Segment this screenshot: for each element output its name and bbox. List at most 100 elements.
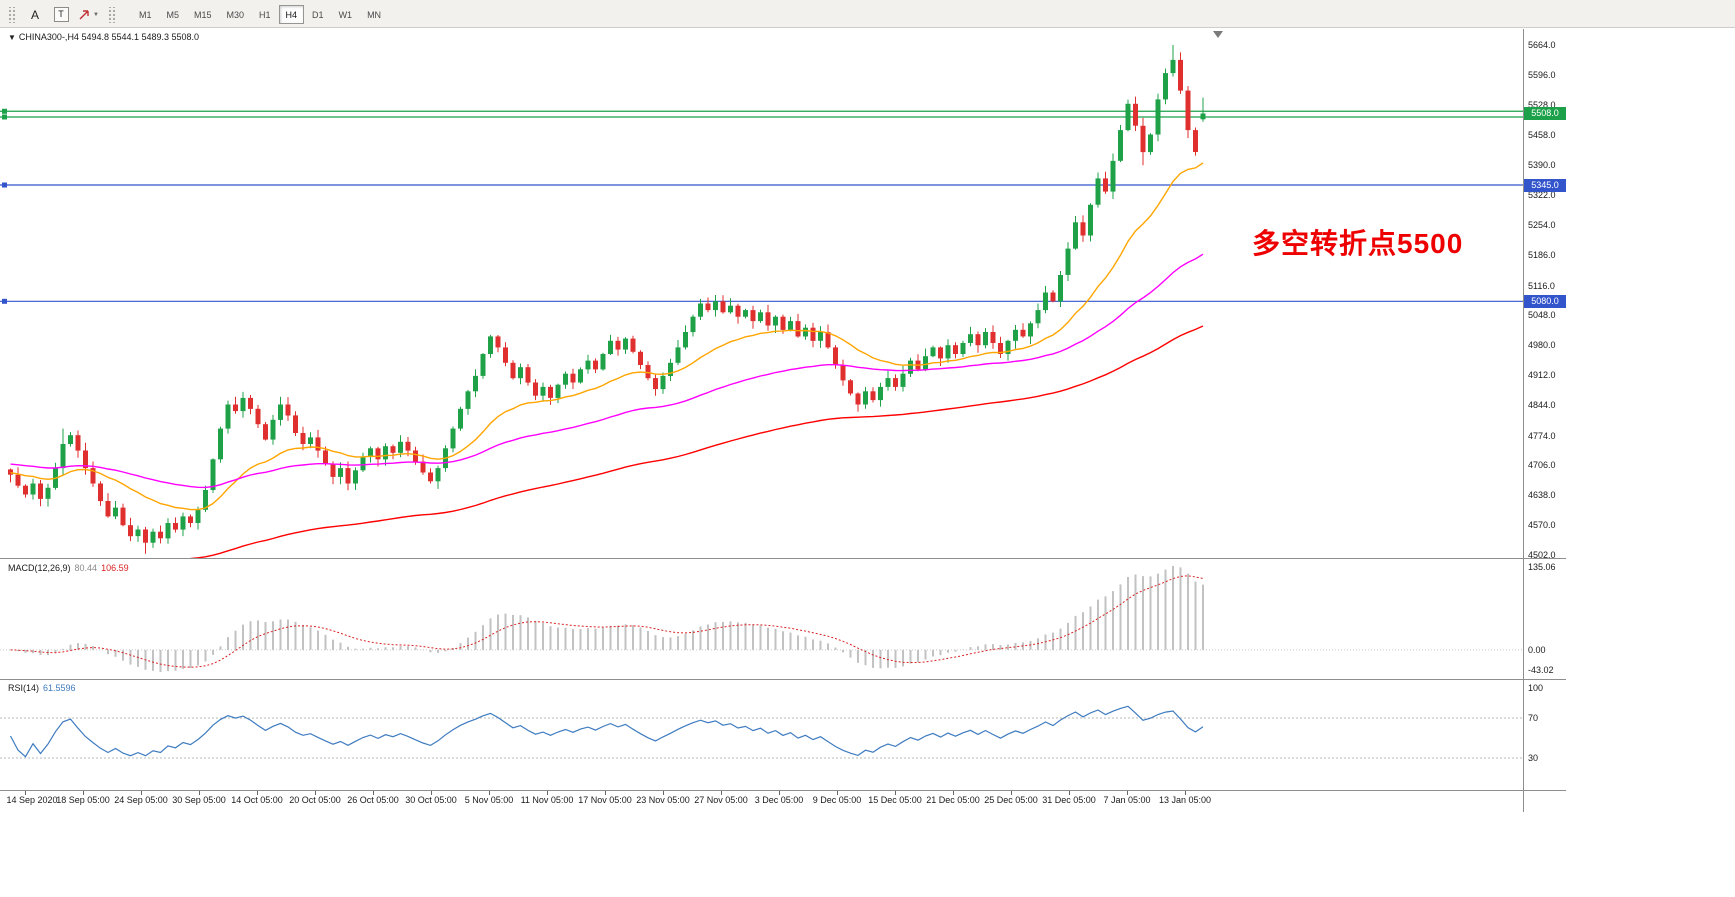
- time-axis-tick: [315, 791, 316, 795]
- chart-title: ▼ CHINA300-,H4 5494.8 5544.1 5489.3 5508.…: [8, 32, 199, 42]
- price-badge: 5508.0: [1524, 106, 1566, 120]
- price-axis-label: 5528.0: [1528, 99, 1556, 110]
- macd-canvas[interactable]: [0, 560, 1523, 678]
- price-badge: 5345.0: [1524, 178, 1566, 192]
- rsi-value: 61.5596: [43, 683, 76, 693]
- arrow-tool-icon: [79, 9, 89, 19]
- time-axis-label: 13 Jan 05:00: [1158, 795, 1212, 805]
- rsi-axis-label: 30: [1528, 753, 1539, 763]
- time-axis-line: [0, 790, 1566, 791]
- price-axis-label: 5322.0: [1528, 190, 1556, 201]
- text-tool-button[interactable]: A: [24, 5, 46, 25]
- chart-title-text: CHINA300-,H4 5494.8 5544.1 5489.3 5508.0: [18, 32, 200, 42]
- time-axis-tick: [199, 791, 200, 795]
- time-axis-label: 14 Sep 2020: [6, 795, 58, 805]
- macd-panel[interactable]: [0, 560, 1523, 678]
- text-label-tool-icon: T: [53, 7, 69, 22]
- price-axis-label: 4706.0: [1528, 460, 1556, 471]
- arrows-tool-button[interactable]: ▼: [76, 5, 100, 25]
- price-axis-label: 5596.0: [1528, 69, 1556, 80]
- price-axis-label: 5390.0: [1528, 160, 1556, 171]
- time-axis-label: 26 Oct 05:00: [347, 795, 399, 805]
- time-axis-label: 27 Nov 05:00: [694, 795, 748, 805]
- macd-value: 80.44: [74, 563, 98, 573]
- macd-axis-label: -43.02: [1528, 665, 1554, 675]
- price-axis-label: 4980.0: [1528, 340, 1556, 351]
- time-axis-tick: [1011, 791, 1012, 795]
- time-axis-label: 3 Dec 05:00: [754, 795, 804, 805]
- price-axis-label: 5048.0: [1528, 310, 1556, 321]
- time-axis-tick: [141, 791, 142, 795]
- time-axis-tick: [663, 791, 664, 795]
- rsi-axis-label: 70: [1528, 713, 1539, 723]
- price-axis-label: 4570.0: [1528, 520, 1556, 531]
- time-axis-label: 23 Nov 05:00: [636, 795, 690, 805]
- macd-axis-label: 135.06: [1528, 562, 1556, 572]
- rsi-panel[interactable]: [0, 680, 1523, 790]
- panel-resize-handle[interactable]: [0, 679, 1566, 680]
- toolbar-gripper-icon[interactable]: [106, 6, 117, 23]
- price-badge: 5080.0: [1524, 294, 1566, 308]
- toolbar: A T ▼ M1 M5 M15 M30 H1 H4 D1 W1 MN: [0, 0, 1735, 28]
- time-axis-label: 9 Dec 05:00: [812, 795, 862, 805]
- price-axis-label: 4774.0: [1528, 430, 1556, 441]
- time-axis-tick: [489, 791, 490, 795]
- main-chart-panel[interactable]: [0, 29, 1523, 558]
- time-axis-tick: [431, 791, 432, 795]
- time-axis-tick: [953, 791, 954, 795]
- time-axis-label: 18 Sep 05:00: [56, 795, 110, 805]
- time-axis-tick: [779, 791, 780, 795]
- time-axis-label: 5 Nov 05:00: [464, 795, 514, 805]
- time-axis-tick: [895, 791, 896, 795]
- timeframe-button-mn[interactable]: MN: [360, 5, 388, 24]
- time-axis-tick: [605, 791, 606, 795]
- price-axis-label: 5116.0: [1528, 280, 1555, 291]
- price-axis-line: [1523, 29, 1524, 812]
- rsi-name: RSI(14): [8, 683, 40, 693]
- text-label-tool-button[interactable]: T: [50, 5, 72, 25]
- macd-signal-value: 106.59: [101, 563, 129, 573]
- macd-axis-label: 0.00: [1528, 644, 1546, 655]
- time-axis-label: 11 Nov 05:00: [520, 795, 574, 805]
- panel-resize-handle[interactable]: [0, 558, 1566, 559]
- rsi-canvas[interactable]: [0, 680, 1523, 790]
- timeframe-button-m5[interactable]: M5: [159, 5, 186, 24]
- time-axis-label: 15 Dec 05:00: [868, 795, 922, 805]
- timeframe-button-m15[interactable]: M15: [187, 5, 219, 24]
- time-axis-label: 24 Sep 05:00: [114, 795, 168, 805]
- price-axis-label: 5664.0: [1528, 40, 1556, 50]
- time-axis-label: 21 Dec 05:00: [926, 795, 980, 805]
- price-axis-label: 5186.0: [1528, 249, 1556, 260]
- time-axis-tick: [25, 791, 26, 795]
- time-axis-label: 31 Dec 05:00: [1042, 795, 1096, 805]
- price-axis-label: 5458.0: [1528, 130, 1556, 141]
- time-axis-tick: [373, 791, 374, 795]
- time-axis-label: 20 Oct 05:00: [289, 795, 341, 805]
- time-axis-tick: [1185, 791, 1186, 795]
- time-axis-label: 30 Oct 05:00: [405, 795, 457, 805]
- price-axis-label: 4912.0: [1528, 370, 1556, 381]
- time-axis-tick: [721, 791, 722, 795]
- toolbar-gripper-icon[interactable]: [7, 6, 17, 23]
- time-axis-tick: [1069, 791, 1070, 795]
- time-axis-label: 30 Sep 05:00: [172, 795, 226, 805]
- chart-shift-marker[interactable]: [1213, 31, 1223, 38]
- time-axis-label: 17 Nov 05:00: [578, 795, 632, 805]
- timeframe-button-m30[interactable]: M30: [220, 5, 252, 24]
- timeframe-button-w1[interactable]: W1: [332, 5, 360, 24]
- timeframe-button-d1[interactable]: D1: [305, 5, 331, 24]
- timeframe-button-h1[interactable]: H1: [252, 5, 278, 24]
- time-axis-tick: [547, 791, 548, 795]
- chart-annotation-text[interactable]: 多空转折点5500: [1252, 228, 1464, 259]
- one-click-trading-icon[interactable]: ▼: [8, 33, 16, 42]
- macd-name: MACD(12,26,9): [8, 563, 71, 573]
- main-chart-canvas[interactable]: [0, 29, 1523, 558]
- time-axis-tick: [83, 791, 84, 795]
- timeframe-button-h4[interactable]: H4: [278, 5, 305, 24]
- price-axis-label: 4844.0: [1528, 399, 1556, 410]
- timeframe-button-m1[interactable]: M1: [132, 5, 159, 24]
- text-tool-icon: A: [30, 7, 39, 22]
- time-axis-label: 14 Oct 05:00: [231, 795, 283, 805]
- time-axis-label: 25 Dec 05:00: [984, 795, 1038, 805]
